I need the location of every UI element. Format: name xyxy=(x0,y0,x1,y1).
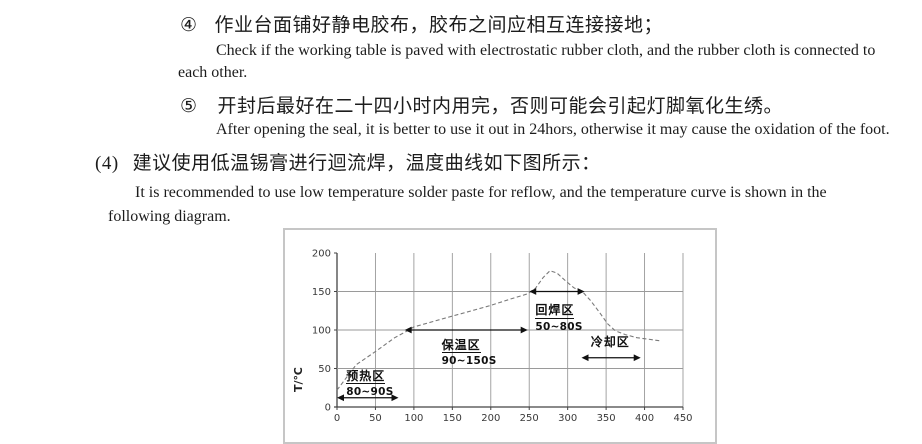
item-paren4-line-zh: (4) 建议使用低温锡膏进行迴流焊，温度曲线如下图所示： xyxy=(95,148,601,175)
item-4-text-zh: 作业台面铺好静电胶布，胶布之间应相互连接接地； xyxy=(214,15,664,36)
x-tick-label: 200 xyxy=(481,413,500,424)
zone-arrowhead-right-2 xyxy=(520,326,528,334)
temperature-chart: 0 50 100 150 200 250 300 350 400 450 0 50 100 150 200 T… xyxy=(292,249,693,425)
zone-label-4: 冷却区 xyxy=(591,331,630,350)
zone-duration: 90~150S xyxy=(441,355,497,368)
x-tick-label: 100 xyxy=(404,413,423,424)
item-4-text-en-2: each other. xyxy=(178,64,248,81)
zone-arrowhead-right-1 xyxy=(391,394,399,402)
x-tick-label: 300 xyxy=(558,413,577,424)
item-5-line-zh: ⑤ 开封后最好在二十四小时内用完，否则可能会引起灯脚氧化生绣。 xyxy=(180,91,783,118)
item-5-text-en: After opening the seal, it is better to … xyxy=(216,121,890,138)
zone-arrowhead-right-3 xyxy=(577,288,585,295)
y-tick-label: 100 xyxy=(312,326,331,337)
y-tick-label: 200 xyxy=(312,249,331,260)
x-tick-label: 50 xyxy=(369,413,382,424)
item-4-line-zh: ④ 作业台面铺好静电胶布，胶布之间应相互连接接地； xyxy=(180,10,663,37)
temperature-profile-figure: 0 50 100 150 200 250 300 350 400 450 0 50 100 150 200 T… xyxy=(283,228,717,444)
y-axis-title: T/℃ xyxy=(292,367,305,392)
zone-name: 预热区 xyxy=(346,368,386,385)
zone-name: 保温区 xyxy=(441,337,481,354)
zone-arrowhead-left-4 xyxy=(581,354,589,362)
zone-duration: 80~90S xyxy=(346,386,394,399)
item-4-marker: ④ xyxy=(180,15,198,36)
item-5-marker: ⑤ xyxy=(180,96,198,117)
item-4-text-en-1: Check if the working table is paved with… xyxy=(216,42,876,59)
zone-duration: 50~80S xyxy=(535,320,583,333)
x-tick-label: 250 xyxy=(520,413,539,424)
zone-label-2: 保温区 90~150S xyxy=(441,334,497,368)
item-5-text-zh: 开封后最好在二十四小时内用完，否则可能会引起灯脚氧化生绣。 xyxy=(217,96,784,117)
zone-arrowhead-left-1 xyxy=(337,394,344,402)
zone-arrowhead-left-2 xyxy=(404,326,412,334)
item-paren4-text-en-2: following diagram. xyxy=(108,208,231,225)
y-tick-label: 50 xyxy=(318,364,331,375)
x-tick-label: 150 xyxy=(443,413,462,424)
x-tick-label: 450 xyxy=(673,413,692,424)
zone-arrowhead-right-4 xyxy=(633,354,641,362)
zone-arrowhead-left-3 xyxy=(529,288,537,295)
y-tick-label: 0 xyxy=(325,403,331,414)
x-tick-label: 0 xyxy=(334,413,340,424)
item-paren4-text-zh: 建议使用低温锡膏进行迴流焊，温度曲线如下图所示： xyxy=(132,153,601,174)
item-paren4-text-en-1: It is recommended to use low temperature… xyxy=(135,184,827,201)
zone-label-3: 回焊区 50~80S xyxy=(535,299,582,333)
y-tick-label: 150 xyxy=(312,287,331,298)
x-tick-label: 400 xyxy=(635,413,654,424)
item-paren4-marker: (4) xyxy=(95,153,119,174)
x-tick-label: 350 xyxy=(597,413,616,424)
zone-name: 冷却区 xyxy=(590,334,630,349)
zone-name: 回焊区 xyxy=(535,303,575,319)
zone-label-1: 预热区 80~90S xyxy=(346,365,393,399)
